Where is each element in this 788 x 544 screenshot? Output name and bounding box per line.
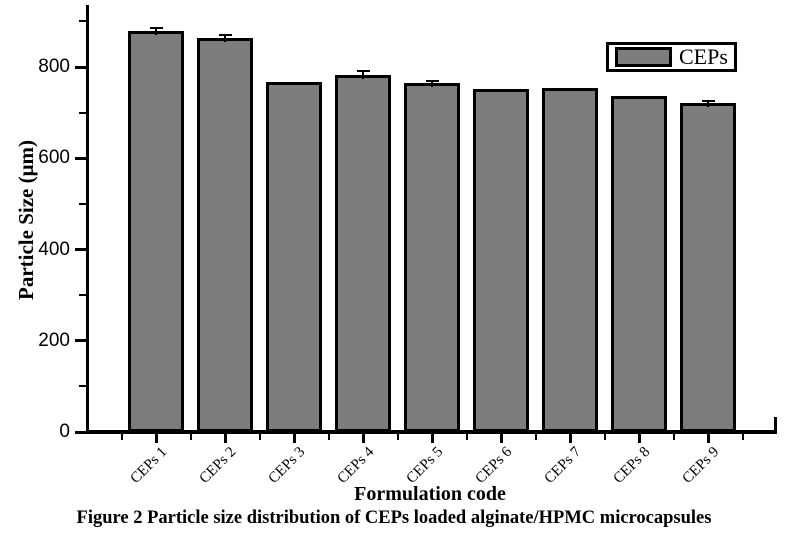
- y-tick-label: 400: [38, 238, 70, 260]
- error-bar-cap: [149, 26, 163, 29]
- y-axis-minor-tick: [79, 20, 86, 23]
- bar: [680, 103, 736, 432]
- legend-label: CEPs: [679, 44, 728, 69]
- x-axis-minor-tick: [327, 434, 330, 440]
- x-axis-minor-tick: [120, 434, 123, 440]
- x-axis-title: Formulation code: [354, 483, 506, 505]
- x-axis-major-tick: [361, 434, 365, 443]
- y-axis-minor-tick: [79, 202, 86, 205]
- x-tick-label: CEPs 9: [679, 444, 723, 487]
- x-axis-minor-tick: [603, 434, 606, 440]
- y-axis-major-tick: [75, 156, 86, 160]
- bar: [473, 88, 529, 432]
- error-bar-stem: [431, 81, 433, 87]
- error-bar-cap: [701, 99, 715, 102]
- legend: CEPs: [606, 42, 737, 72]
- x-axis-end-stub: [774, 417, 777, 430]
- x-axis-major-tick: [154, 434, 158, 443]
- x-axis-minor-tick: [672, 434, 675, 440]
- x-tick-label: CEPs 1: [127, 444, 171, 487]
- error-bar-cap: [218, 33, 232, 36]
- x-axis-major-tick: [223, 434, 227, 443]
- x-tick-label: CEPs 8: [610, 444, 654, 487]
- x-axis-minor-tick: [534, 434, 537, 440]
- x-tick-label: CEPs 2: [196, 444, 240, 487]
- bar: [404, 82, 460, 432]
- x-axis-minor-tick: [258, 434, 261, 440]
- x-axis-major-tick: [430, 434, 434, 443]
- y-axis-minor-tick: [79, 385, 86, 388]
- y-axis-minor-tick: [79, 111, 86, 114]
- error-bar-stem: [224, 35, 226, 42]
- x-axis-major-tick: [292, 434, 296, 443]
- y-tick-label: 600: [38, 147, 70, 169]
- y-tick-label: 200: [38, 329, 70, 351]
- y-axis-major-tick: [75, 65, 86, 69]
- x-axis-minor-tick: [189, 434, 192, 440]
- x-axis-major-tick: [499, 434, 503, 443]
- error-bar-stem: [707, 101, 709, 108]
- bar: [611, 96, 667, 432]
- x-axis-major-tick: [568, 434, 572, 443]
- legend-swatch: [615, 47, 672, 67]
- y-axis-minor-tick: [79, 294, 86, 297]
- bar: [197, 37, 253, 432]
- figure-caption: Figure 2 Particle size distribution of C…: [76, 508, 712, 528]
- x-axis-minor-tick: [741, 434, 744, 440]
- y-tick-label: 0: [59, 421, 70, 442]
- x-axis-minor-tick: [396, 434, 399, 440]
- y-axis-major-tick: [75, 339, 86, 343]
- y-tick-label: 800: [38, 56, 70, 77]
- y-axis-major-tick: [75, 248, 86, 251]
- y-axis-major-tick: [75, 430, 86, 434]
- bar: [266, 81, 322, 432]
- error-bar-stem: [362, 72, 364, 80]
- y-axis-line: [86, 5, 89, 434]
- error-bar-cap: [425, 79, 439, 82]
- x-axis-minor-tick: [465, 434, 468, 440]
- bar: [128, 31, 184, 432]
- bar: [335, 75, 391, 432]
- x-axis-major-tick: [706, 434, 710, 443]
- error-bar-cap: [356, 70, 370, 73]
- error-bar-stem: [155, 28, 157, 36]
- x-axis-major-tick: [637, 434, 641, 443]
- x-axis-line: [86, 430, 777, 434]
- y-axis-title: Particle Size (μm): [14, 140, 38, 300]
- bar: [542, 87, 598, 432]
